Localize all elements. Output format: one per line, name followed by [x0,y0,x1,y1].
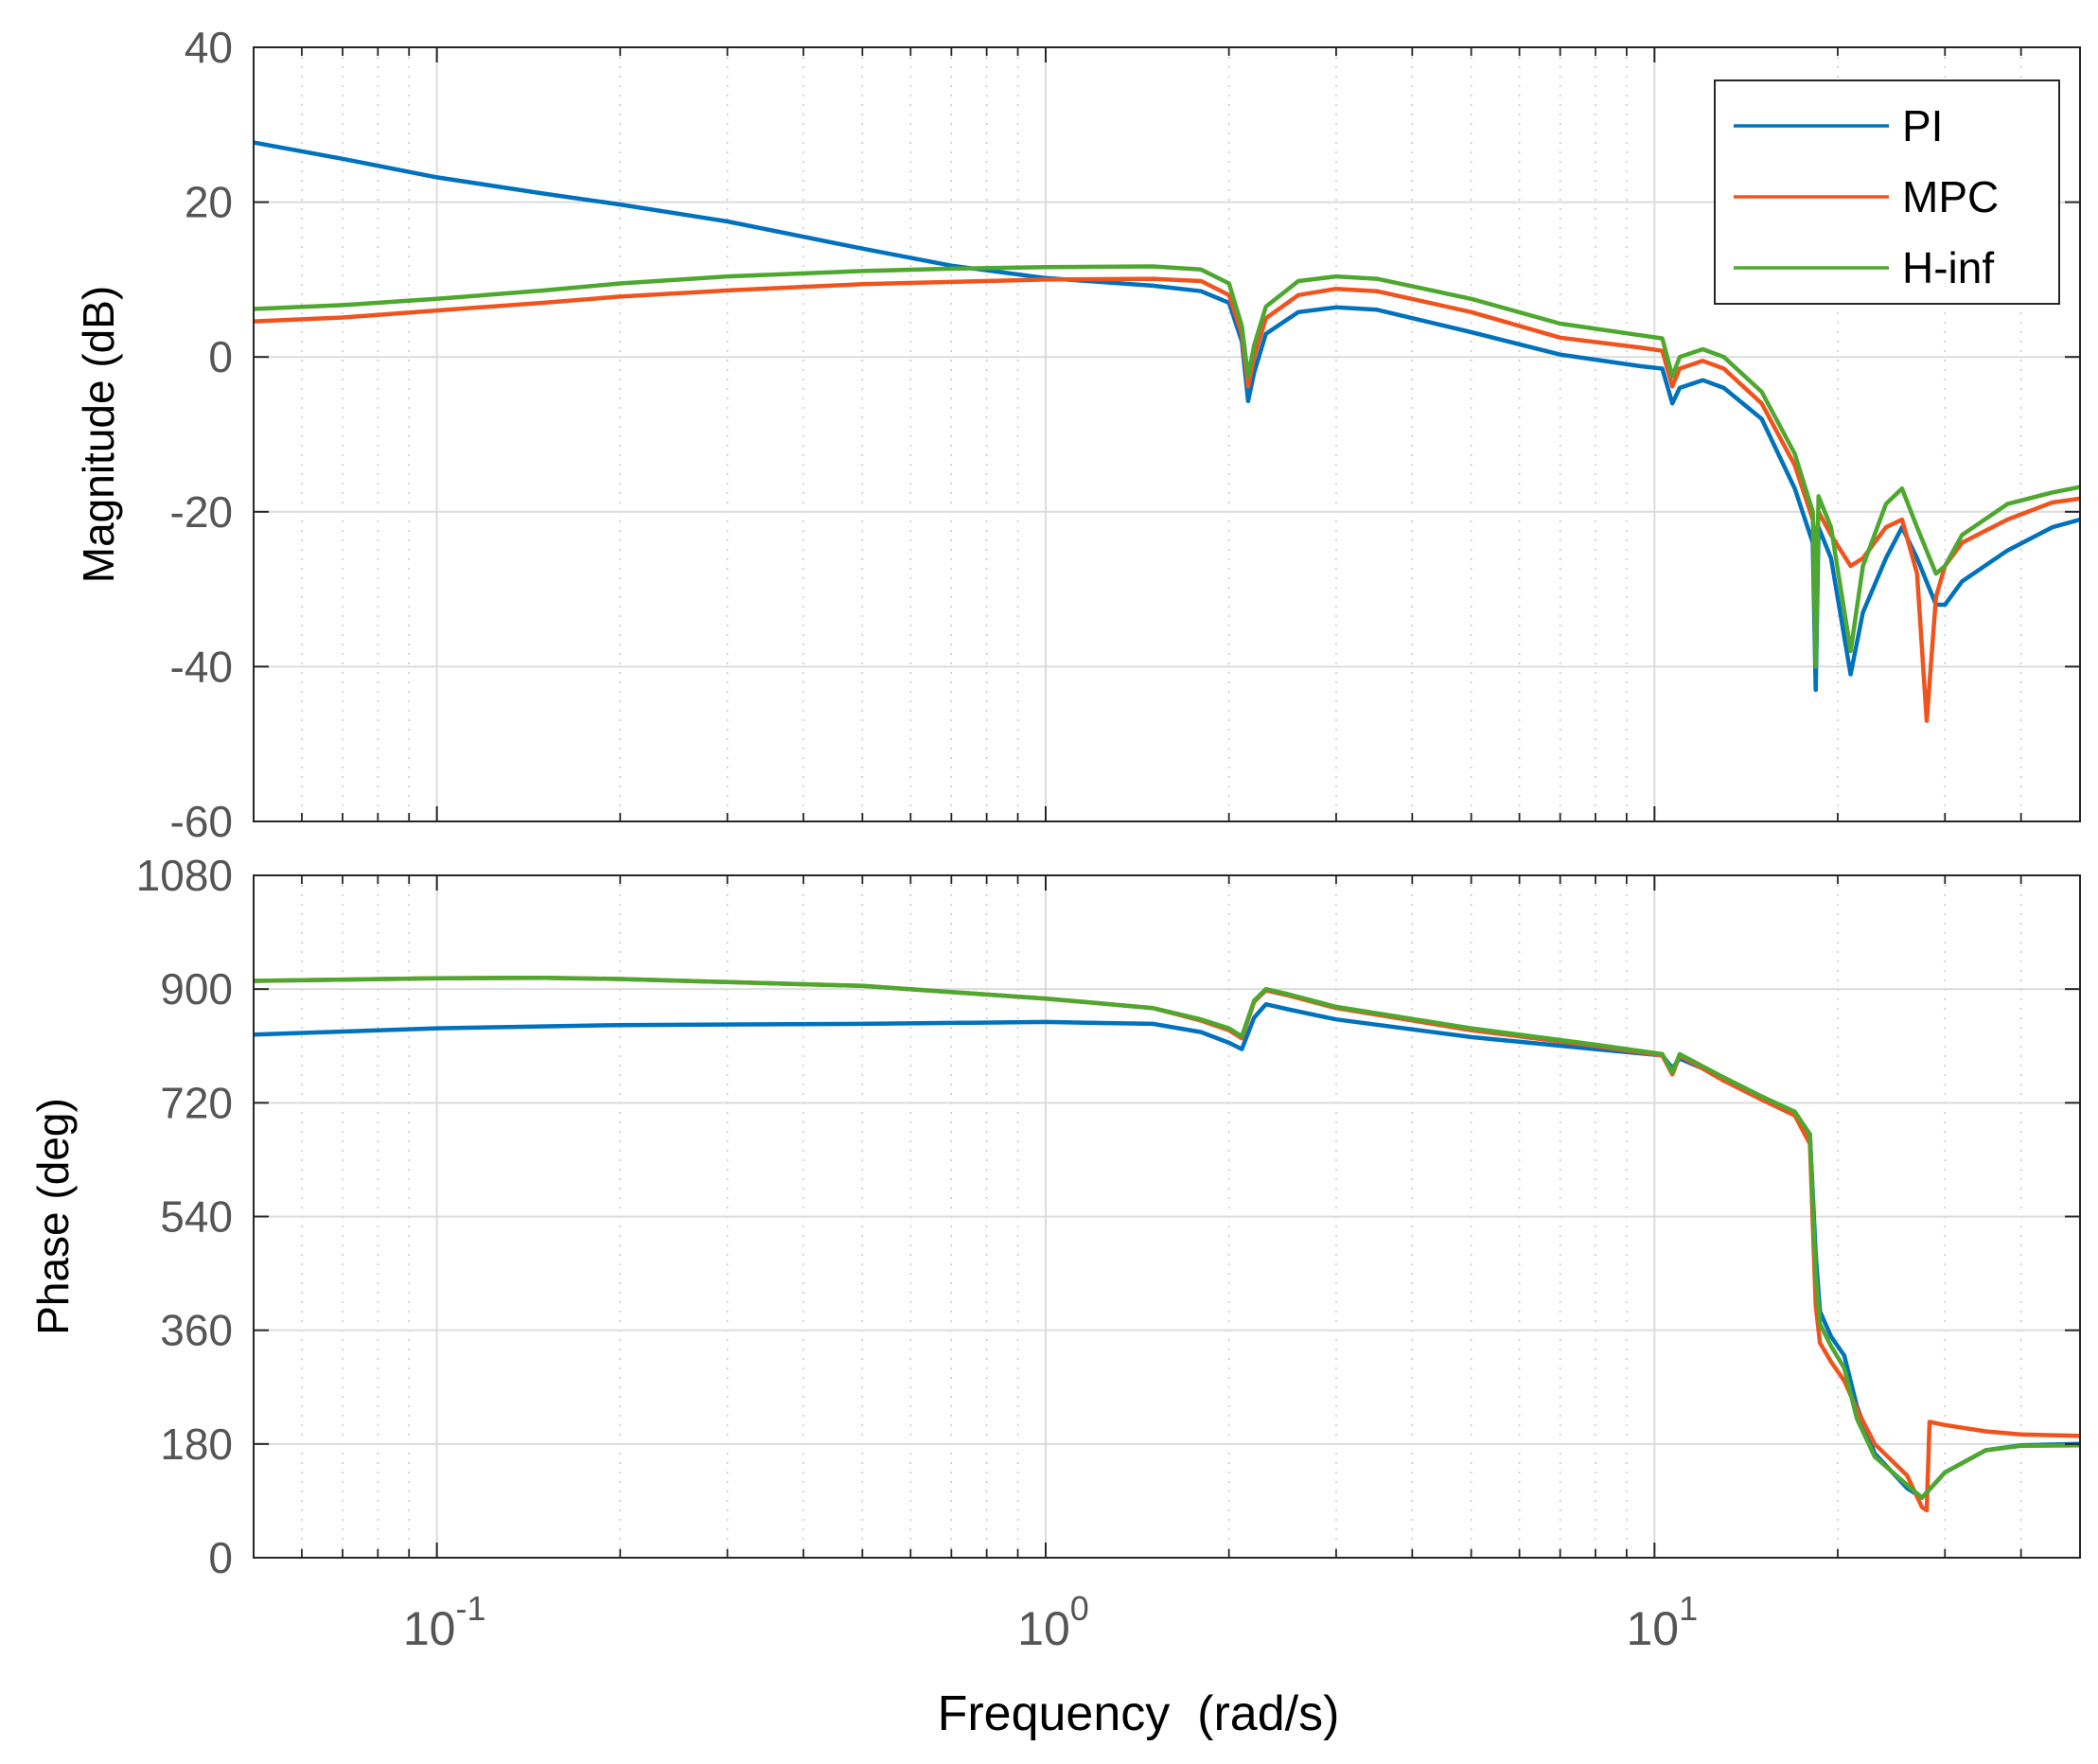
phase-ytick-label: 360 [160,1306,233,1355]
phase-ytick-label: 180 [160,1420,233,1469]
phase-ytick-label: 0 [208,1533,233,1582]
magnitude-plot: 40 20 0 -20 -40 -60 Magnitude (dB) PI MPC H-i… [74,23,2081,846]
phase-grid [253,875,2081,1558]
phase-ytick-labels: 1080 900 720 540 360 180 0 [136,851,233,1582]
frequency-tick-label: 10-1 [403,1589,486,1655]
legend-entry-h-inf: H-inf [1734,243,1994,292]
magnitude-ytick-label: -60 [170,797,233,846]
phase-ytick-label: 1080 [136,851,233,900]
phase-ytick-label: 540 [160,1192,233,1242]
legend-label-h-inf: H-inf [1902,243,1994,292]
magnitude-axes-frame [253,46,2081,822]
magnitude-ticks [253,46,2081,822]
magnitude-grid [253,47,2081,821]
legend-entry-mpc: MPC [1734,172,1999,221]
magnitude-ytick-label: -20 [170,487,233,537]
legend-entry-pi: PI [1734,101,1943,150]
magnitude-ytick-label: -40 [170,642,233,691]
phase-ytick-label: 900 [160,964,233,1014]
magnitude-series-h-inf [254,264,2080,669]
legend-label-mpc: MPC [1902,172,1999,221]
magnitude-ylabel: Magnitude (dB) [74,286,123,584]
magnitude-ytick-label: 20 [185,178,233,227]
magnitude-ytick-labels: 40 20 0 -20 -40 -60 [170,23,233,846]
legend: PI MPC H-inf [1714,79,2060,305]
legend-box [1714,79,2060,305]
phase-lines [254,975,2080,1513]
phase-series-h-inf [254,975,2080,1500]
magnitude-ytick-label: 40 [185,23,233,72]
phase-ylabel: Phase (deg) [28,1098,78,1335]
phase-ticks [253,874,2081,1559]
frequency-tick-label: 101 [1627,1589,1699,1655]
legend-label-pi: PI [1902,101,1943,150]
phase-ytick-label: 720 [160,1078,233,1127]
phase-plot: 1080 900 720 540 360 180 0 10-1 100 101 Phase (d… [28,851,2081,1741]
magnitude-ytick-label: 0 [208,332,233,381]
frequency-tick-label: 100 [1017,1589,1089,1655]
magnitude-series-mpc [254,276,2080,723]
magnitude-lines [254,140,2080,723]
frequency-xlabel: Frequency (rad/s) [938,1686,1340,1741]
frequency-tick-labels: 10-1 100 101 [403,1589,1698,1655]
